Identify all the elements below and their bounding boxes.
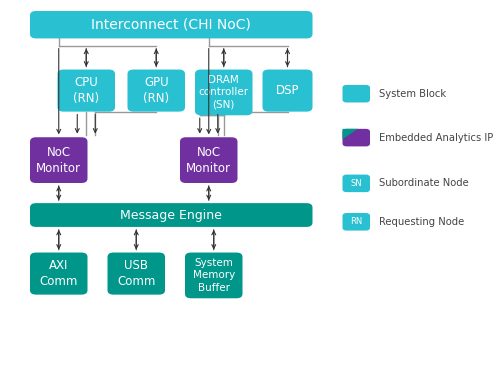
Text: Message Engine: Message Engine [120,209,222,221]
FancyBboxPatch shape [128,70,185,112]
Text: AXI
Comm: AXI Comm [40,259,78,288]
Text: System Block: System Block [379,89,446,99]
FancyBboxPatch shape [195,70,252,115]
FancyBboxPatch shape [30,253,88,295]
FancyBboxPatch shape [185,253,242,298]
Text: USB
Comm: USB Comm [117,259,156,288]
FancyBboxPatch shape [342,129,370,146]
Text: System
Memory
Buffer: System Memory Buffer [192,258,235,293]
FancyBboxPatch shape [30,203,312,227]
FancyBboxPatch shape [342,213,370,231]
FancyBboxPatch shape [30,137,88,183]
FancyBboxPatch shape [342,175,370,192]
Text: NoC
Monitor: NoC Monitor [186,146,231,175]
Text: Requesting Node: Requesting Node [379,217,464,227]
Text: NoC
Monitor: NoC Monitor [36,146,81,175]
Text: GPU
(RN): GPU (RN) [143,76,170,105]
Text: Subordinate Node: Subordinate Node [379,178,469,188]
FancyBboxPatch shape [30,11,312,38]
FancyBboxPatch shape [262,70,312,112]
Text: DRAM
controller
(SN): DRAM controller (SN) [198,75,249,110]
Text: SN: SN [350,179,362,188]
Text: Embedded Analytics IP: Embedded Analytics IP [379,132,494,143]
Text: DSP: DSP [276,84,299,97]
FancyBboxPatch shape [342,85,370,102]
FancyBboxPatch shape [58,70,115,112]
FancyBboxPatch shape [108,253,165,295]
Text: CPU
(RN): CPU (RN) [73,76,100,105]
Text: Interconnect (CHI NoC): Interconnect (CHI NoC) [92,18,251,32]
Text: RN: RN [350,217,362,226]
Polygon shape [342,129,357,139]
FancyBboxPatch shape [180,137,238,183]
